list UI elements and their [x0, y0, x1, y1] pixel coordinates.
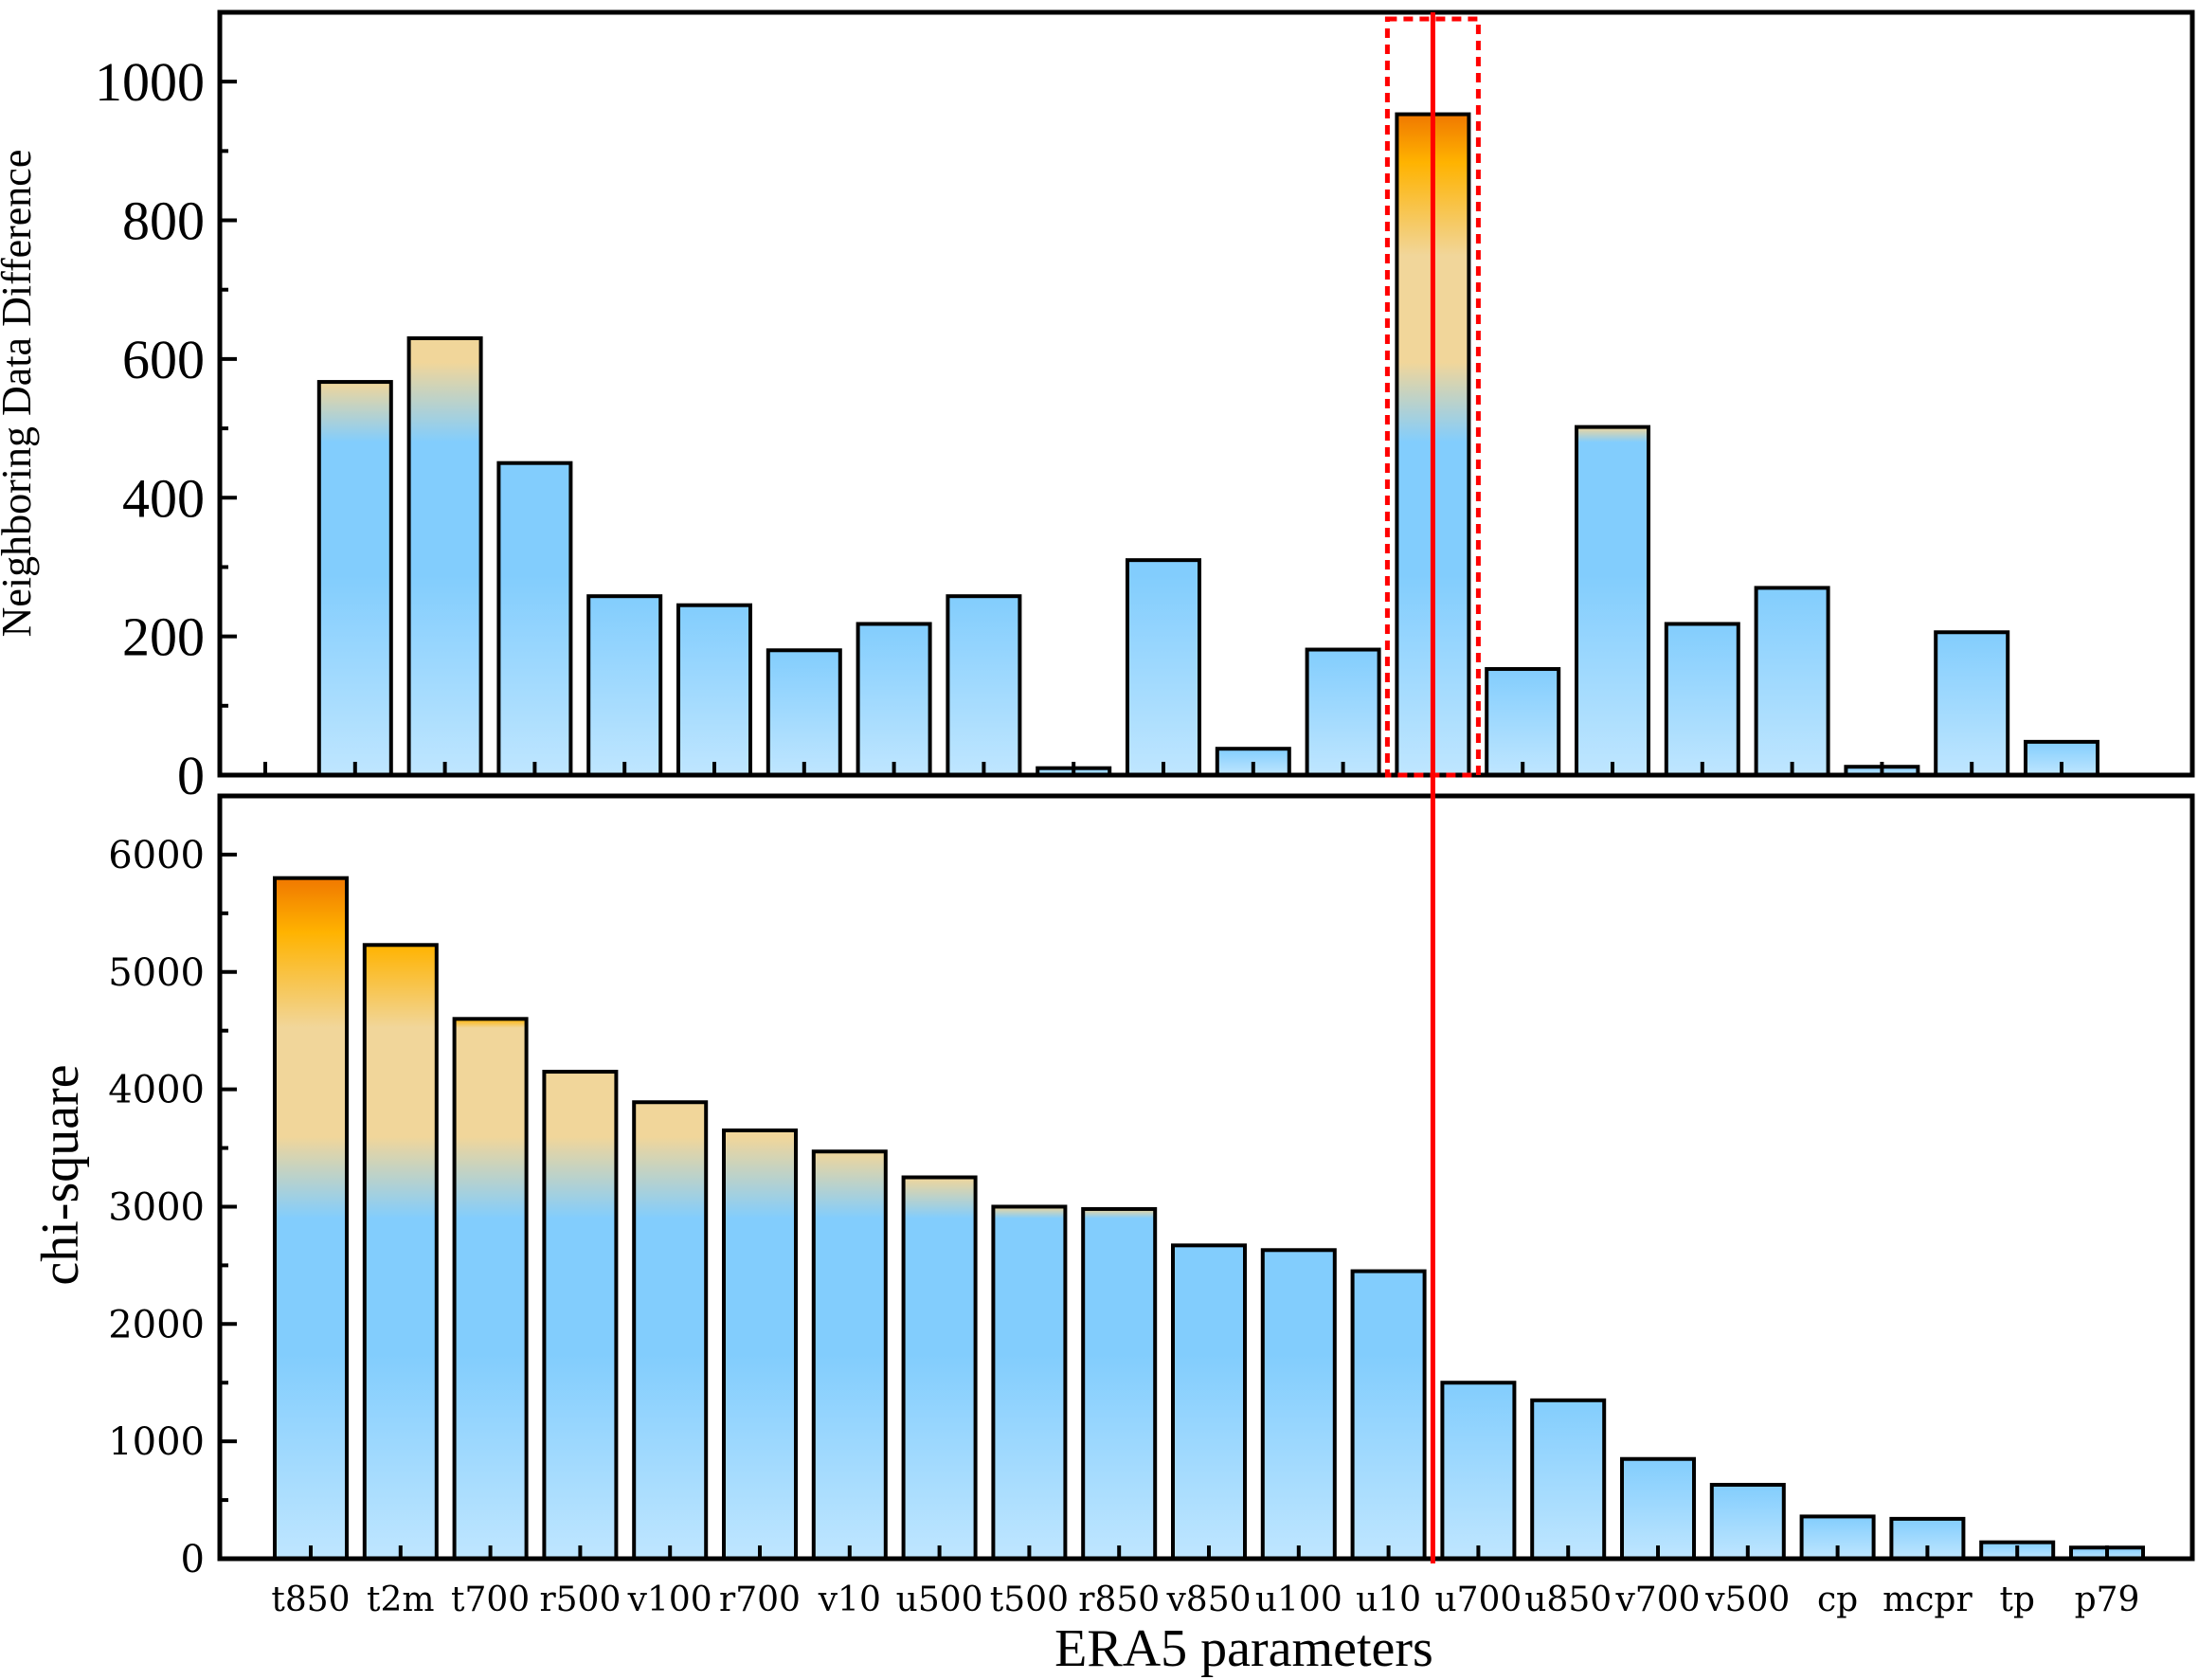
top-bar-u100 — [1754, 586, 1830, 778]
top-bar-series — [316, 112, 2099, 778]
top-bar-t2m — [1934, 630, 2010, 778]
bottom-bar-t850 — [273, 876, 349, 1561]
bottom-y-axis-title: chi-square — [31, 1064, 90, 1285]
top-y-tick-label: 600 — [122, 329, 205, 390]
top-bar-tp — [946, 594, 1022, 778]
top-y-tick-label: 400 — [122, 467, 205, 529]
bottom-x-tick-label: t2m — [367, 1581, 435, 1619]
top-panel: 0 200 400 600 800 1000 Neighboring Data Diffe… — [0, 9, 2195, 806]
bottom-x-tick-label: v10 — [818, 1581, 881, 1619]
bottom-y-tick-label: 6000 — [108, 834, 205, 877]
top-plot-frame — [217, 9, 2195, 778]
top-bar-v700 — [1664, 622, 1740, 777]
top-y-ticks: 0 200 400 600 800 1000 — [95, 51, 237, 806]
bottom-bar-t2m — [362, 943, 439, 1561]
bottom-x-tick-label: r700 — [719, 1581, 801, 1619]
top-bar-cp — [1126, 558, 1201, 777]
bottom-x-tick-label: u10 — [1356, 1581, 1421, 1619]
bottom-bar-t500 — [991, 1204, 1068, 1561]
bottom-y-tick-label: 0 — [181, 1538, 205, 1581]
bottom-bar-r700 — [722, 1128, 798, 1561]
bottom-bar-r500 — [542, 1070, 619, 1561]
bottom-bar-u100 — [1260, 1248, 1337, 1562]
bottom-bar-u500 — [901, 1175, 978, 1561]
top-bar-r500 — [1485, 667, 1561, 777]
bottom-bar-t700 — [452, 1017, 529, 1562]
bottom-y-ticks: 0 1000 2000 3000 4000 5000 6000 — [108, 834, 237, 1581]
bottom-x-tick-label: mcpr — [1883, 1581, 1973, 1619]
top-bar-u10 — [1305, 647, 1381, 777]
bottom-x-tick-label: r850 — [1078, 1581, 1160, 1619]
bottom-x-tick-label: v500 — [1704, 1581, 1790, 1619]
bottom-bar-v10 — [811, 1149, 888, 1562]
bottom-y-tick-label: 3000 — [108, 1185, 205, 1229]
bottom-x-tick-label: u850 — [1524, 1581, 1612, 1619]
bottom-x-tick-label: v100 — [627, 1581, 712, 1619]
bottom-x-tick-label: cp — [1817, 1581, 1858, 1619]
bottom-y-tick-label: 5000 — [108, 951, 205, 995]
bottom-x-tick-label: u100 — [1255, 1581, 1342, 1619]
top-y-tick-label: 0 — [177, 745, 205, 806]
bottom-x-tick-label: r500 — [539, 1581, 621, 1619]
top-bar-p79 — [676, 603, 752, 777]
bottom-bar-v850 — [1171, 1243, 1247, 1562]
bottom-x-tick-label: t500 — [990, 1581, 1069, 1619]
top-bar-t500 — [316, 380, 393, 777]
bottom-bar-series — [273, 876, 2145, 1562]
top-bar-v850 — [856, 622, 932, 777]
bottom-x-tick-label: u700 — [1434, 1581, 1522, 1619]
bottom-bar-v700 — [1620, 1456, 1696, 1561]
top-y-tick-label: 200 — [122, 606, 205, 668]
top-bar-r700 — [406, 335, 483, 777]
bottom-x-tick-label: u500 — [896, 1581, 983, 1619]
bottom-x-tick-label: p79 — [2075, 1581, 2140, 1619]
bottom-bar-u10 — [1350, 1269, 1427, 1561]
bottom-bar-r850 — [1081, 1206, 1158, 1561]
bottom-y-tick-label: 4000 — [108, 1069, 205, 1112]
bottom-bar-u700 — [1440, 1381, 1517, 1561]
bottom-x-tick-label: v850 — [1165, 1581, 1251, 1619]
bottom-x-tick-labels: t850 t2m t700 r500 v100 r700 v10 u500 t500 r850 v8… — [271, 1581, 2139, 1619]
top-y-axis-title: Neighboring Data Difference — [0, 150, 40, 638]
top-y-tick-label: 800 — [122, 190, 205, 252]
top-bar-u700 — [496, 461, 573, 777]
bottom-x-tick-label: v700 — [1614, 1581, 1700, 1619]
bottom-x-tick-label: tp — [1999, 1581, 2035, 1619]
bottom-bar-v100 — [632, 1100, 709, 1561]
bottom-y-tick-label: 2000 — [108, 1303, 205, 1346]
bottom-bar-u850 — [1530, 1398, 1607, 1562]
top-bar-u500 — [1575, 425, 1650, 777]
bottom-panel: 0 1000 2000 3000 4000 5000 6000 t850 t2m t700 r50… — [31, 793, 2195, 1678]
bottom-plot-frame — [217, 793, 2195, 1562]
bottom-y-tick-label: 1000 — [108, 1420, 205, 1464]
top-bar-t700 — [586, 594, 663, 778]
highlight-overlay — [1384, 12, 1481, 1563]
bottom-x-tick-label: t700 — [451, 1581, 530, 1619]
top-bar-u850 — [766, 648, 842, 777]
x-axis-title: ERA5 parameters — [1054, 1619, 1433, 1678]
top-y-tick-label: 1000 — [95, 51, 205, 113]
bottom-x-tick-label: t850 — [271, 1581, 350, 1619]
